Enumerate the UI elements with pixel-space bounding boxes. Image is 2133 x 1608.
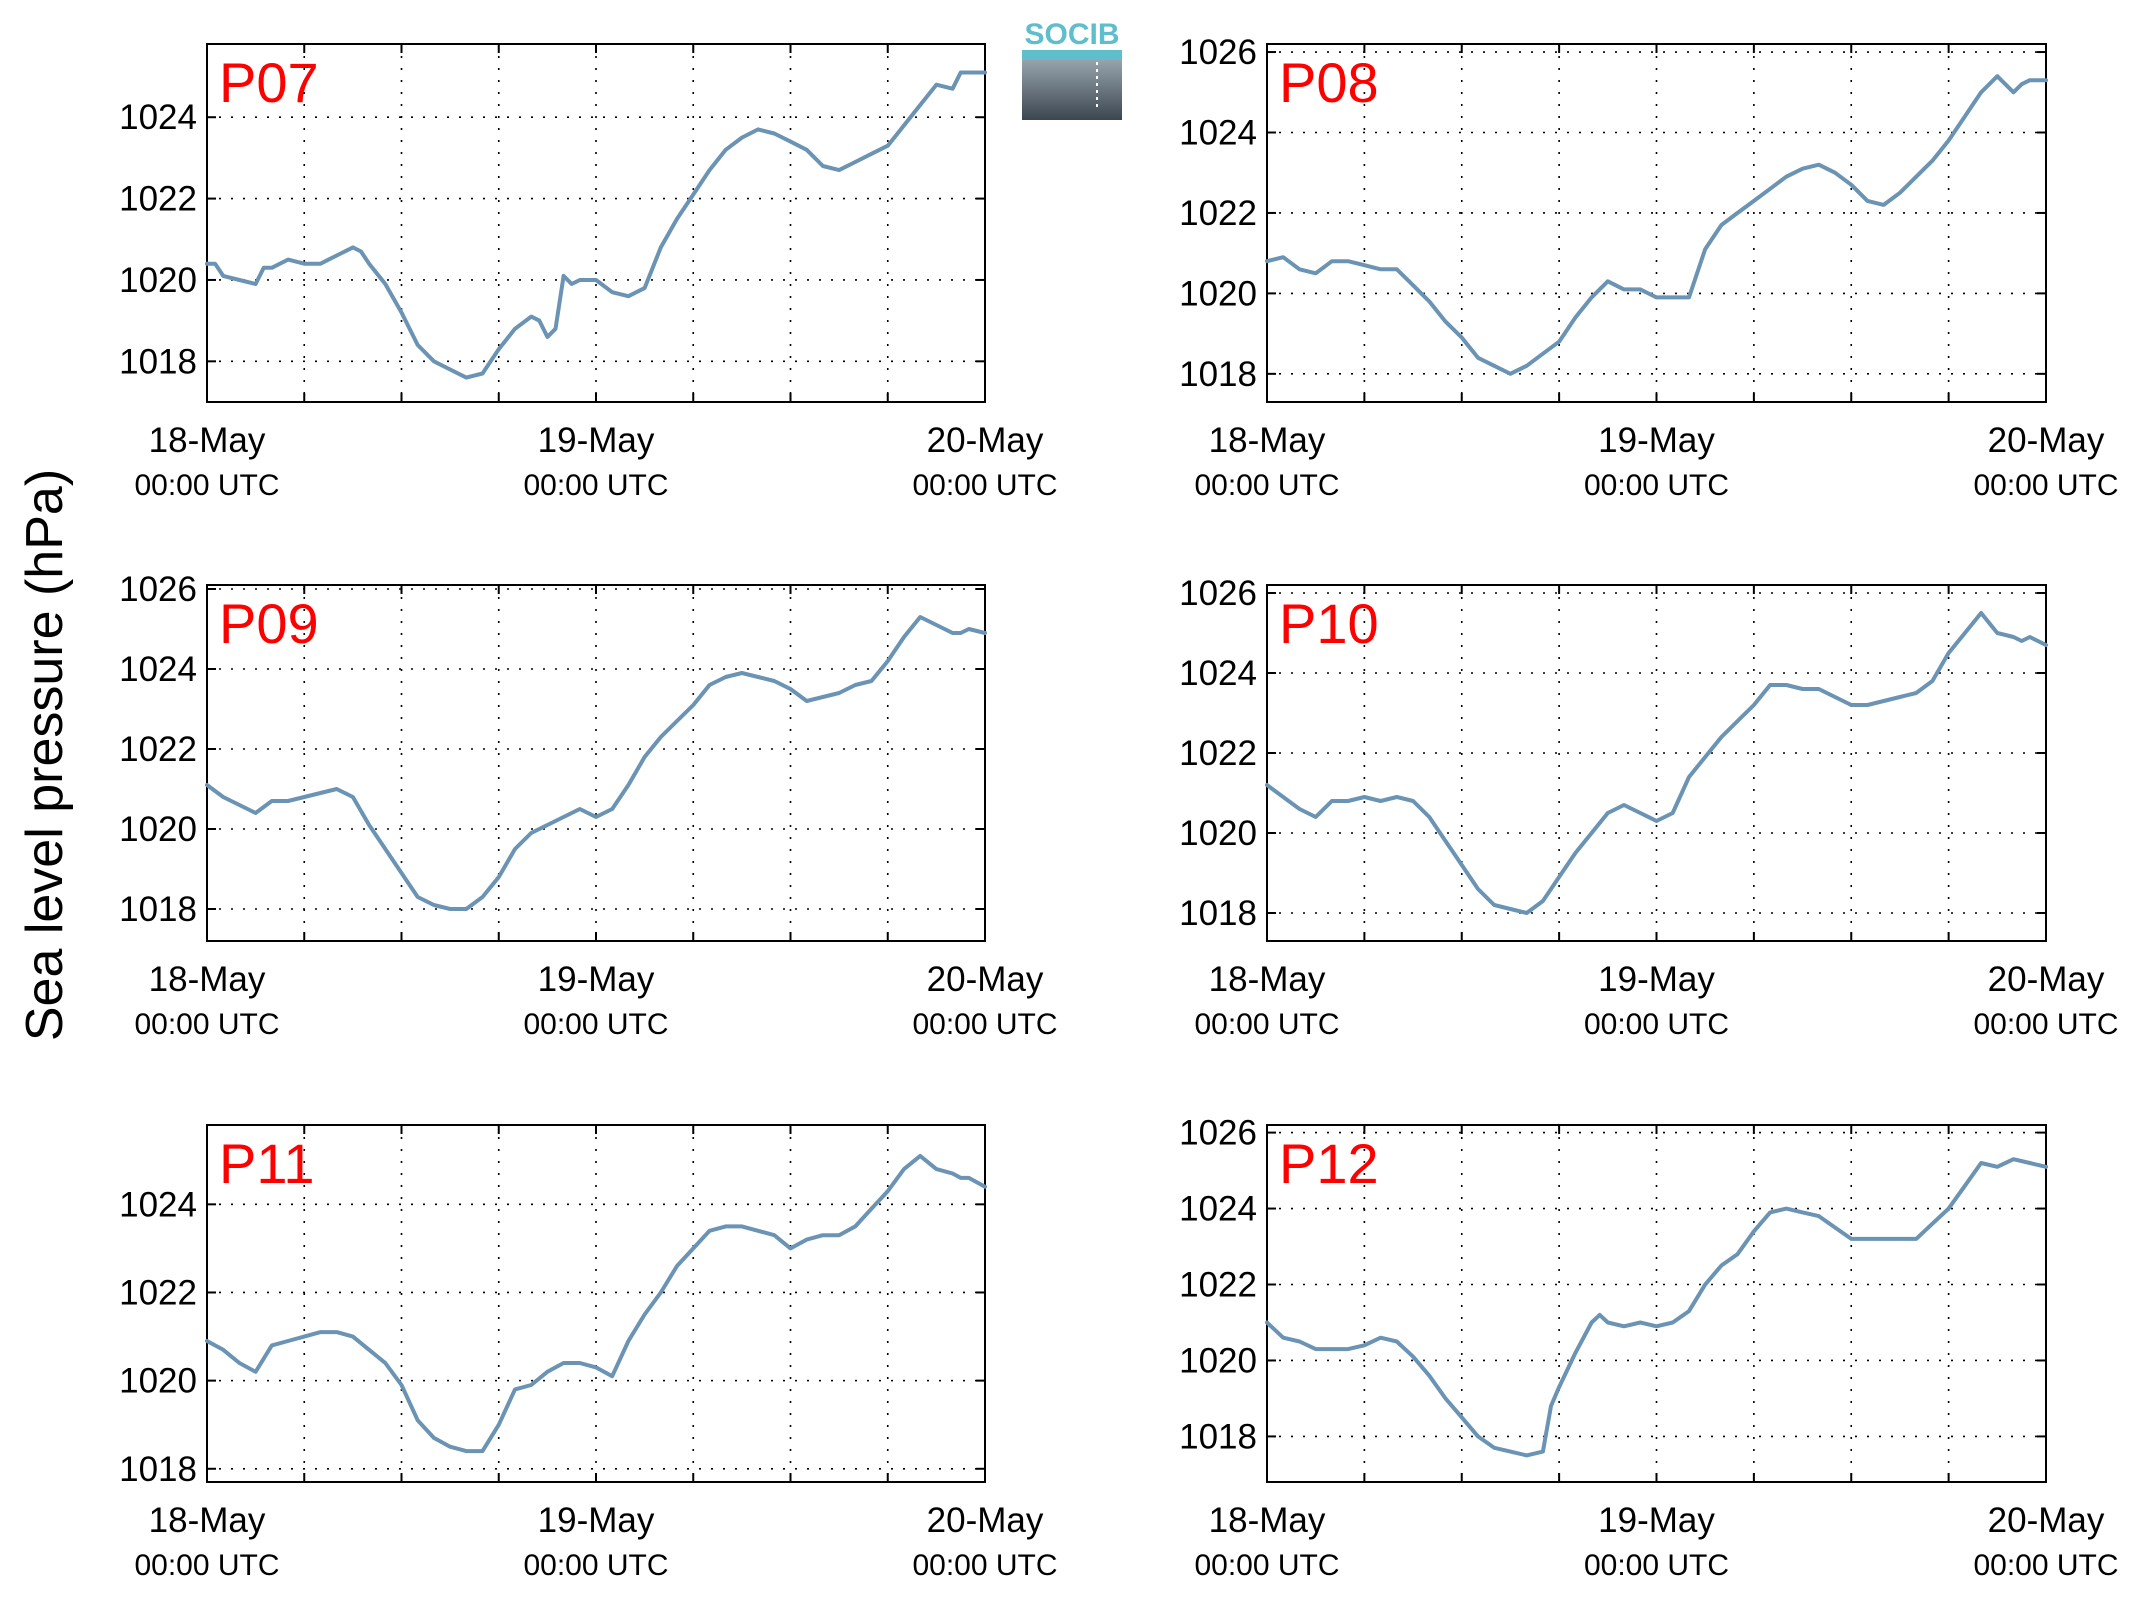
axes-frame <box>206 584 986 942</box>
chart-panel-p08: 1018 1020 1022 1024 1026 18-May 00:00 UTC 19-Ma… <box>1179 33 2118 502</box>
panel-title: P10 <box>1279 592 1379 655</box>
y-tick-label: 1026 <box>119 570 197 609</box>
y-tick-label: 1018 <box>1179 355 1257 394</box>
series-line <box>1265 611 2048 915</box>
x-tick-label-time: 00:00 UTC <box>1194 469 1339 502</box>
y-tick-label: 1018 <box>1179 894 1257 933</box>
y-tick-label: 1018 <box>119 1450 197 1489</box>
x-tick-label-time: 00:00 UTC <box>1584 1549 1729 1582</box>
x-tick-label-date: 19-May <box>1598 960 1715 999</box>
chart-panel-p12: 1018 1020 1022 1024 1026 18-May 00:00 UTC 19-Ma… <box>1179 1114 2118 1582</box>
y-tick-label: 1020 <box>1179 274 1257 313</box>
series-line <box>205 70 987 380</box>
y-tick-label: 1020 <box>119 1362 197 1401</box>
x-tick-label-date: 19-May <box>1598 1501 1715 1540</box>
x-tick-label-time: 00:00 UTC <box>1194 1549 1339 1582</box>
series-line <box>205 615 987 911</box>
chart-panel-p07: 1018 1020 1022 1024 18-May 00:00 UTC 19-May 00:… <box>119 43 1058 502</box>
y-tick-label: 1024 <box>1179 1190 1257 1229</box>
chart-panel-p09: 1018 1020 1022 1024 1026 18-May 00:00 UTC 19-Ma… <box>119 570 1057 1041</box>
y-tick-label: 1018 <box>1179 1417 1257 1456</box>
chart-panel-p11: 1018 1020 1022 1024 18-May 00:00 UTC 19-May 00:… <box>119 1124 1058 1582</box>
panel-title: P08 <box>1279 51 1379 114</box>
panel-title: P09 <box>219 592 319 655</box>
x-tick-label-time: 00:00 UTC <box>523 469 668 502</box>
y-tick-label: 1022 <box>1179 734 1257 773</box>
y-tick-label: 1020 <box>1179 1341 1257 1380</box>
axes-frame <box>206 1124 986 1483</box>
y-tick-label: 1026 <box>1179 33 1257 72</box>
x-tick-label-time: 00:00 UTC <box>1194 1008 1339 1041</box>
y-tick-label: 1024 <box>1179 654 1257 693</box>
x-tick-label-date: 18-May <box>149 1501 266 1540</box>
y-tick-label: 1020 <box>119 261 197 300</box>
logo-block <box>1022 58 1122 120</box>
x-tick-label-time: 00:00 UTC <box>912 1008 1057 1041</box>
y-tick-label: 1022 <box>1179 1266 1257 1305</box>
y-tick-label: 1026 <box>1179 574 1257 613</box>
socib-logo: SOCIB <box>1022 18 1122 120</box>
x-tick-label-date: 20-May <box>927 421 1044 460</box>
x-tick-label-time: 00:00 UTC <box>134 1008 279 1041</box>
panel-title: P12 <box>1279 1132 1379 1195</box>
x-tick-label-time: 00:00 UTC <box>1973 1549 2118 1582</box>
y-tick-label: 1026 <box>1179 1114 1257 1153</box>
y-tick-label: 1024 <box>119 98 197 137</box>
y-tick-label: 1024 <box>119 650 197 689</box>
x-tick-label-date: 18-May <box>1209 1501 1326 1540</box>
x-tick-label-date: 18-May <box>1209 421 1326 460</box>
series-line <box>1265 74 2048 376</box>
x-tick-label-date: 20-May <box>1988 421 2105 460</box>
x-tick-label-date: 19-May <box>538 1501 655 1540</box>
x-tick-label-date: 20-May <box>1988 960 2105 999</box>
x-tick-label-date: 19-May <box>1598 421 1715 460</box>
x-tick-label-time: 00:00 UTC <box>912 1549 1057 1582</box>
x-tick-label-time: 00:00 UTC <box>1584 1008 1729 1041</box>
axes-frame <box>1266 1124 2047 1483</box>
axes-frame <box>206 43 986 403</box>
x-tick-label-time: 00:00 UTC <box>523 1008 668 1041</box>
y-tick-label: 1024 <box>1179 113 1257 152</box>
y-axis-label: Sea level pressure (hPa) <box>16 469 74 1041</box>
x-tick-label-time: 00:00 UTC <box>1584 469 1729 502</box>
y-tick-label: 1022 <box>119 1273 197 1312</box>
axes-frame <box>1266 43 2047 403</box>
x-tick-label-date: 20-May <box>927 960 1044 999</box>
x-tick-label-time: 00:00 UTC <box>134 1549 279 1582</box>
x-tick-label-date: 18-May <box>149 421 266 460</box>
y-tick-label: 1018 <box>119 890 197 929</box>
x-tick-label-time: 00:00 UTC <box>523 1549 668 1582</box>
axes-frame <box>1266 584 2047 942</box>
y-tick-label: 1022 <box>119 730 197 769</box>
x-tick-label-date: 19-May <box>538 421 655 460</box>
series-line <box>205 1153 987 1454</box>
y-tick-label: 1020 <box>1179 814 1257 853</box>
x-tick-label-time: 00:00 UTC <box>912 469 1057 502</box>
y-tick-label: 1022 <box>1179 194 1257 233</box>
x-tick-label-date: 20-May <box>1988 1501 2105 1540</box>
x-tick-label-date: 20-May <box>927 1501 1044 1540</box>
panel-title: P11 <box>219 1132 314 1195</box>
x-tick-label-date: 18-May <box>149 960 266 999</box>
series-line <box>1265 1157 2048 1458</box>
chart-panel-p10: 1018 1020 1022 1024 1026 18-May 00:00 UTC 19-Ma… <box>1179 574 2118 1041</box>
x-tick-label-time: 00:00 UTC <box>1973 469 2118 502</box>
x-tick-label-time: 00:00 UTC <box>134 469 279 502</box>
x-tick-label-date: 18-May <box>1209 960 1326 999</box>
x-tick-label-time: 00:00 UTC <box>1973 1008 2118 1041</box>
panel-title: P07 <box>219 51 319 114</box>
y-tick-label: 1022 <box>119 180 197 219</box>
y-tick-label: 1024 <box>119 1185 197 1224</box>
y-tick-label: 1018 <box>119 342 197 381</box>
y-tick-label: 1020 <box>119 810 197 849</box>
x-tick-label-date: 19-May <box>538 960 655 999</box>
logo-text: SOCIB <box>1024 18 1119 51</box>
logo-wave <box>1022 50 1122 60</box>
